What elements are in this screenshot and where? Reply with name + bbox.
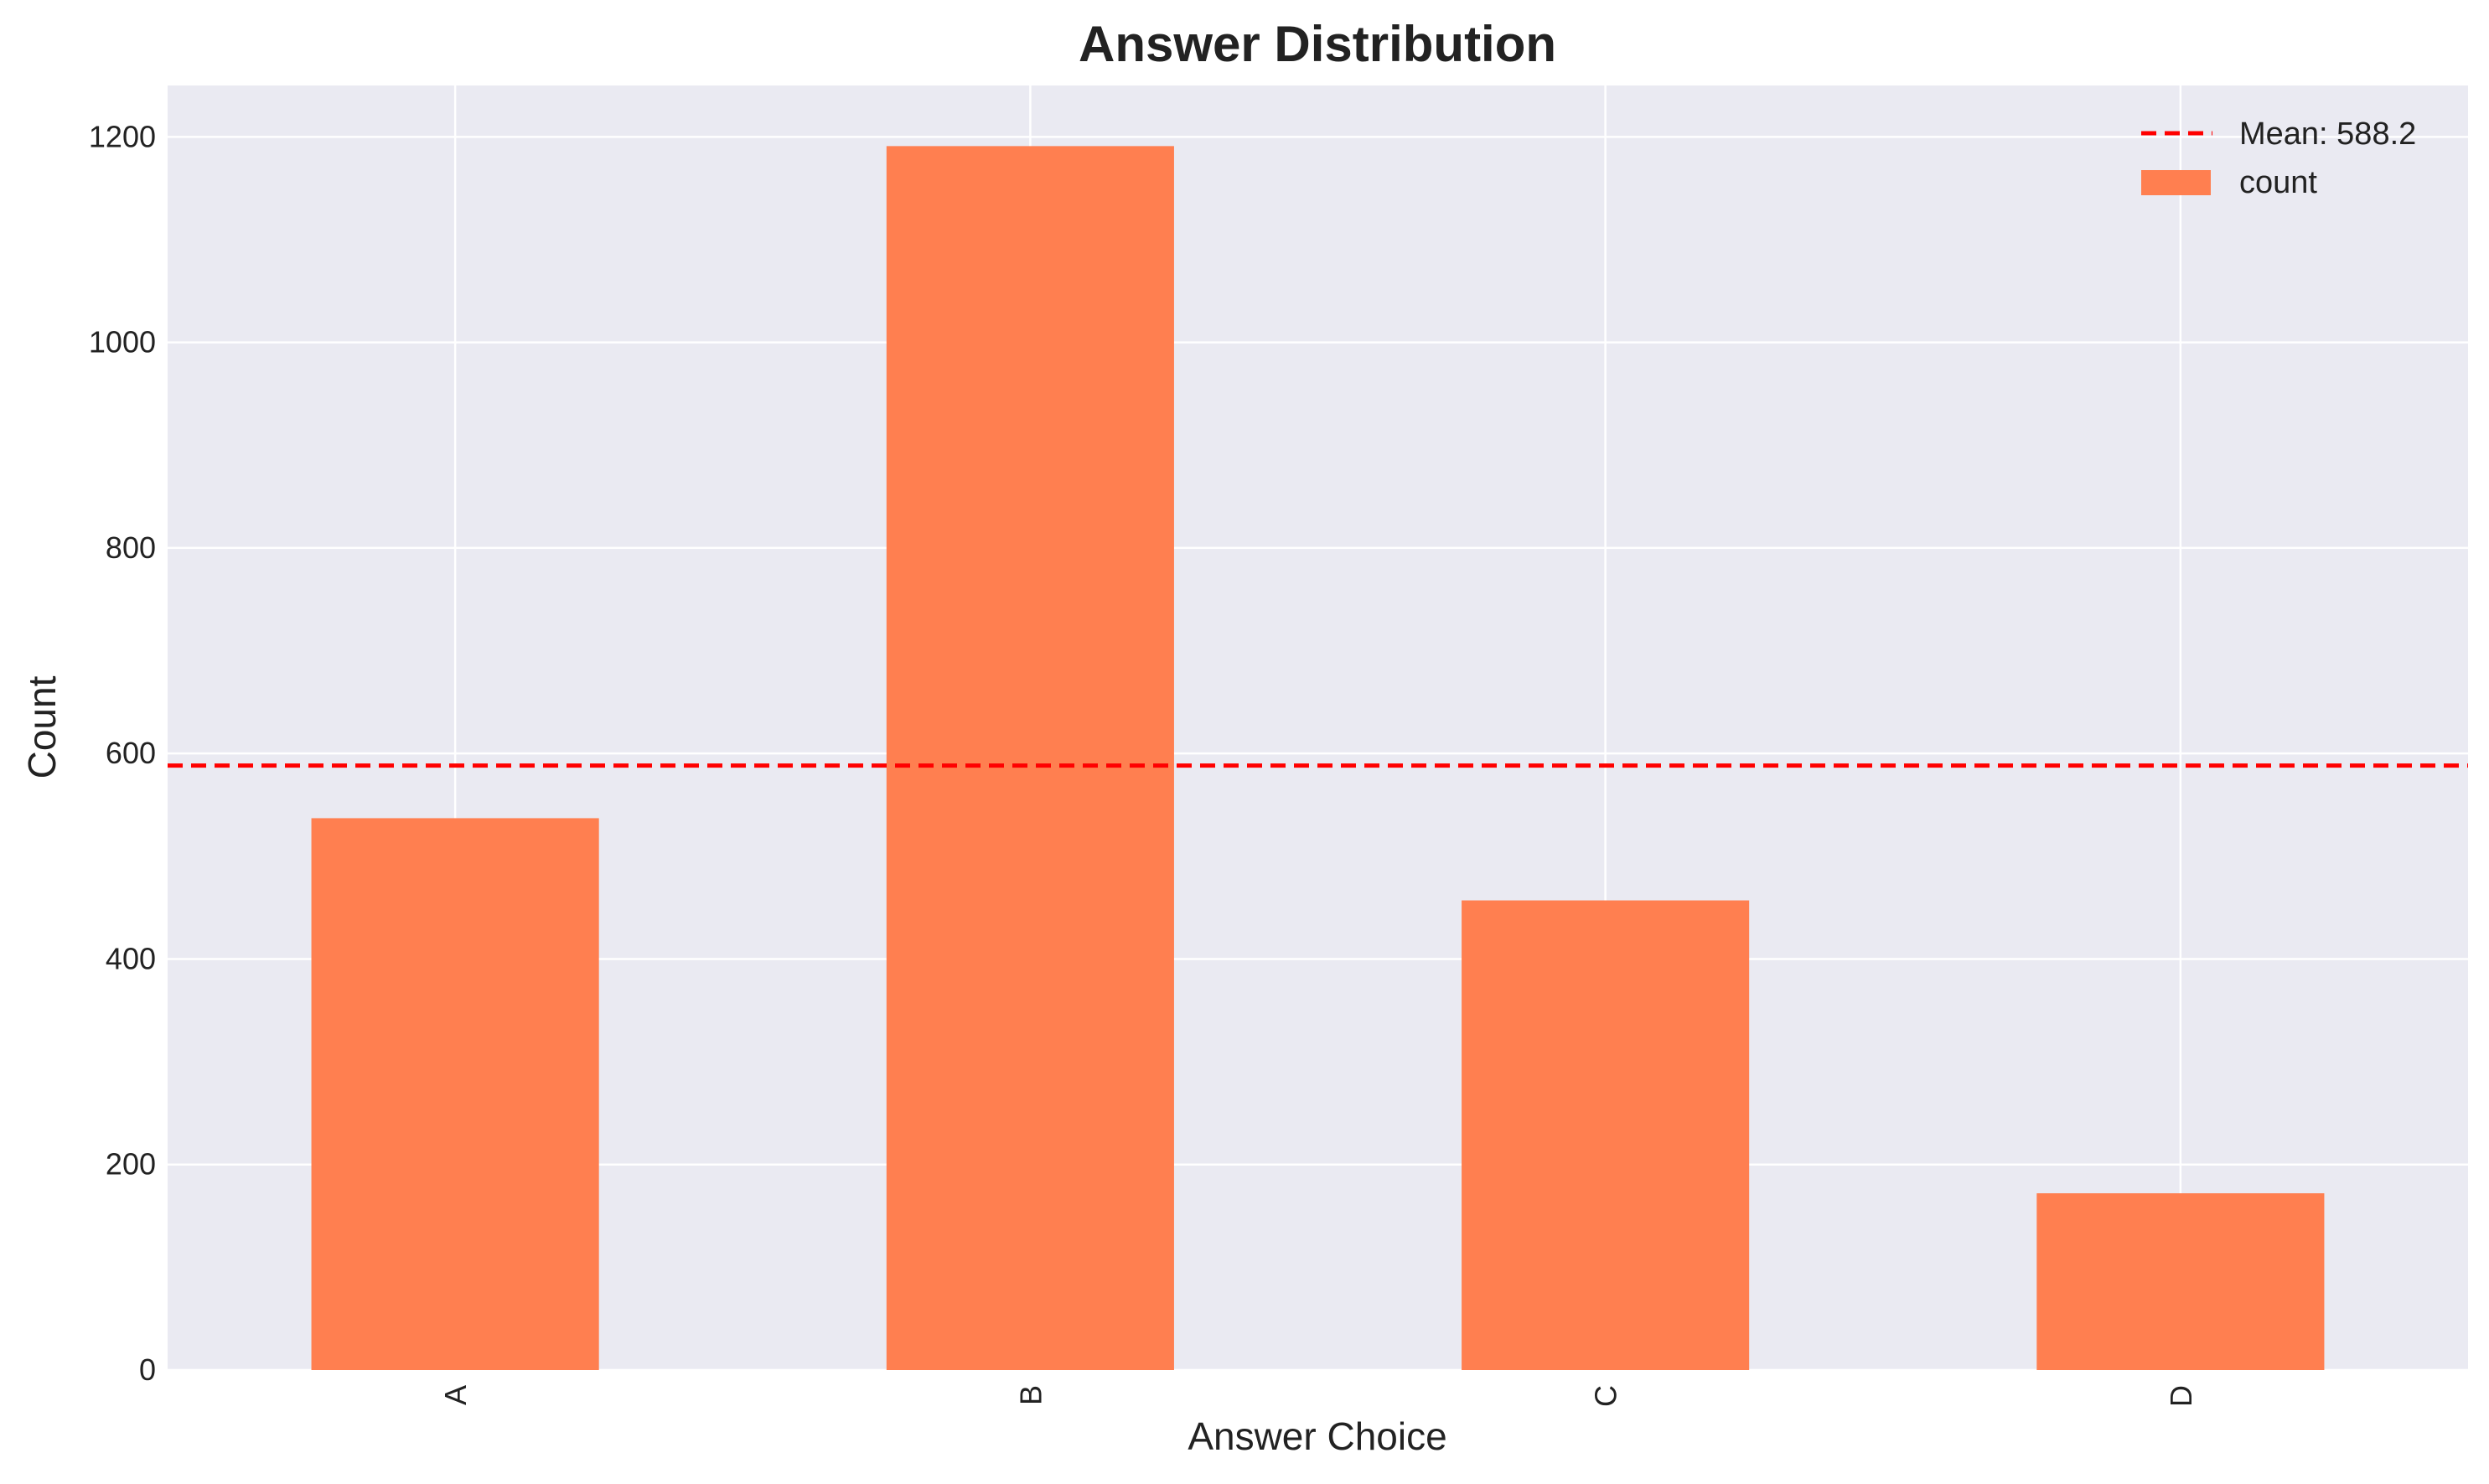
bar-a xyxy=(311,818,599,1370)
legend-count-swatch xyxy=(2141,170,2211,195)
x-tick-label-b: B xyxy=(1013,1385,1048,1405)
chart-title: Answer Distribution xyxy=(1079,16,1556,72)
y-tick-label: 1200 xyxy=(89,119,156,153)
x-axis-title: Answer Choice xyxy=(1188,1414,1446,1458)
x-tick-label-d: D xyxy=(2164,1385,2198,1407)
x-tick-label-c: C xyxy=(1589,1385,1623,1407)
y-tick-label: 200 xyxy=(106,1147,156,1182)
bar-c xyxy=(1462,900,1750,1370)
x-tick-label-a: A xyxy=(438,1385,473,1405)
bar-d xyxy=(2036,1193,2325,1370)
y-tick-label: 400 xyxy=(106,941,156,975)
legend-mean-label: Mean: 588.2 xyxy=(2239,116,2416,152)
y-axis-title: Count xyxy=(20,675,64,778)
y-tick-label: 0 xyxy=(139,1352,156,1387)
tick-labels: 0 200 400 600 800 1000 1200 A B C D xyxy=(89,119,2198,1407)
legend: Mean: 588.2 count xyxy=(2141,116,2416,200)
y-tick-label: 800 xyxy=(106,530,156,565)
bars xyxy=(311,146,2325,1370)
legend-count-label: count xyxy=(2239,165,2317,200)
y-tick-label: 1000 xyxy=(89,325,156,359)
bar-b xyxy=(886,146,1174,1370)
y-tick-label: 600 xyxy=(106,736,156,770)
